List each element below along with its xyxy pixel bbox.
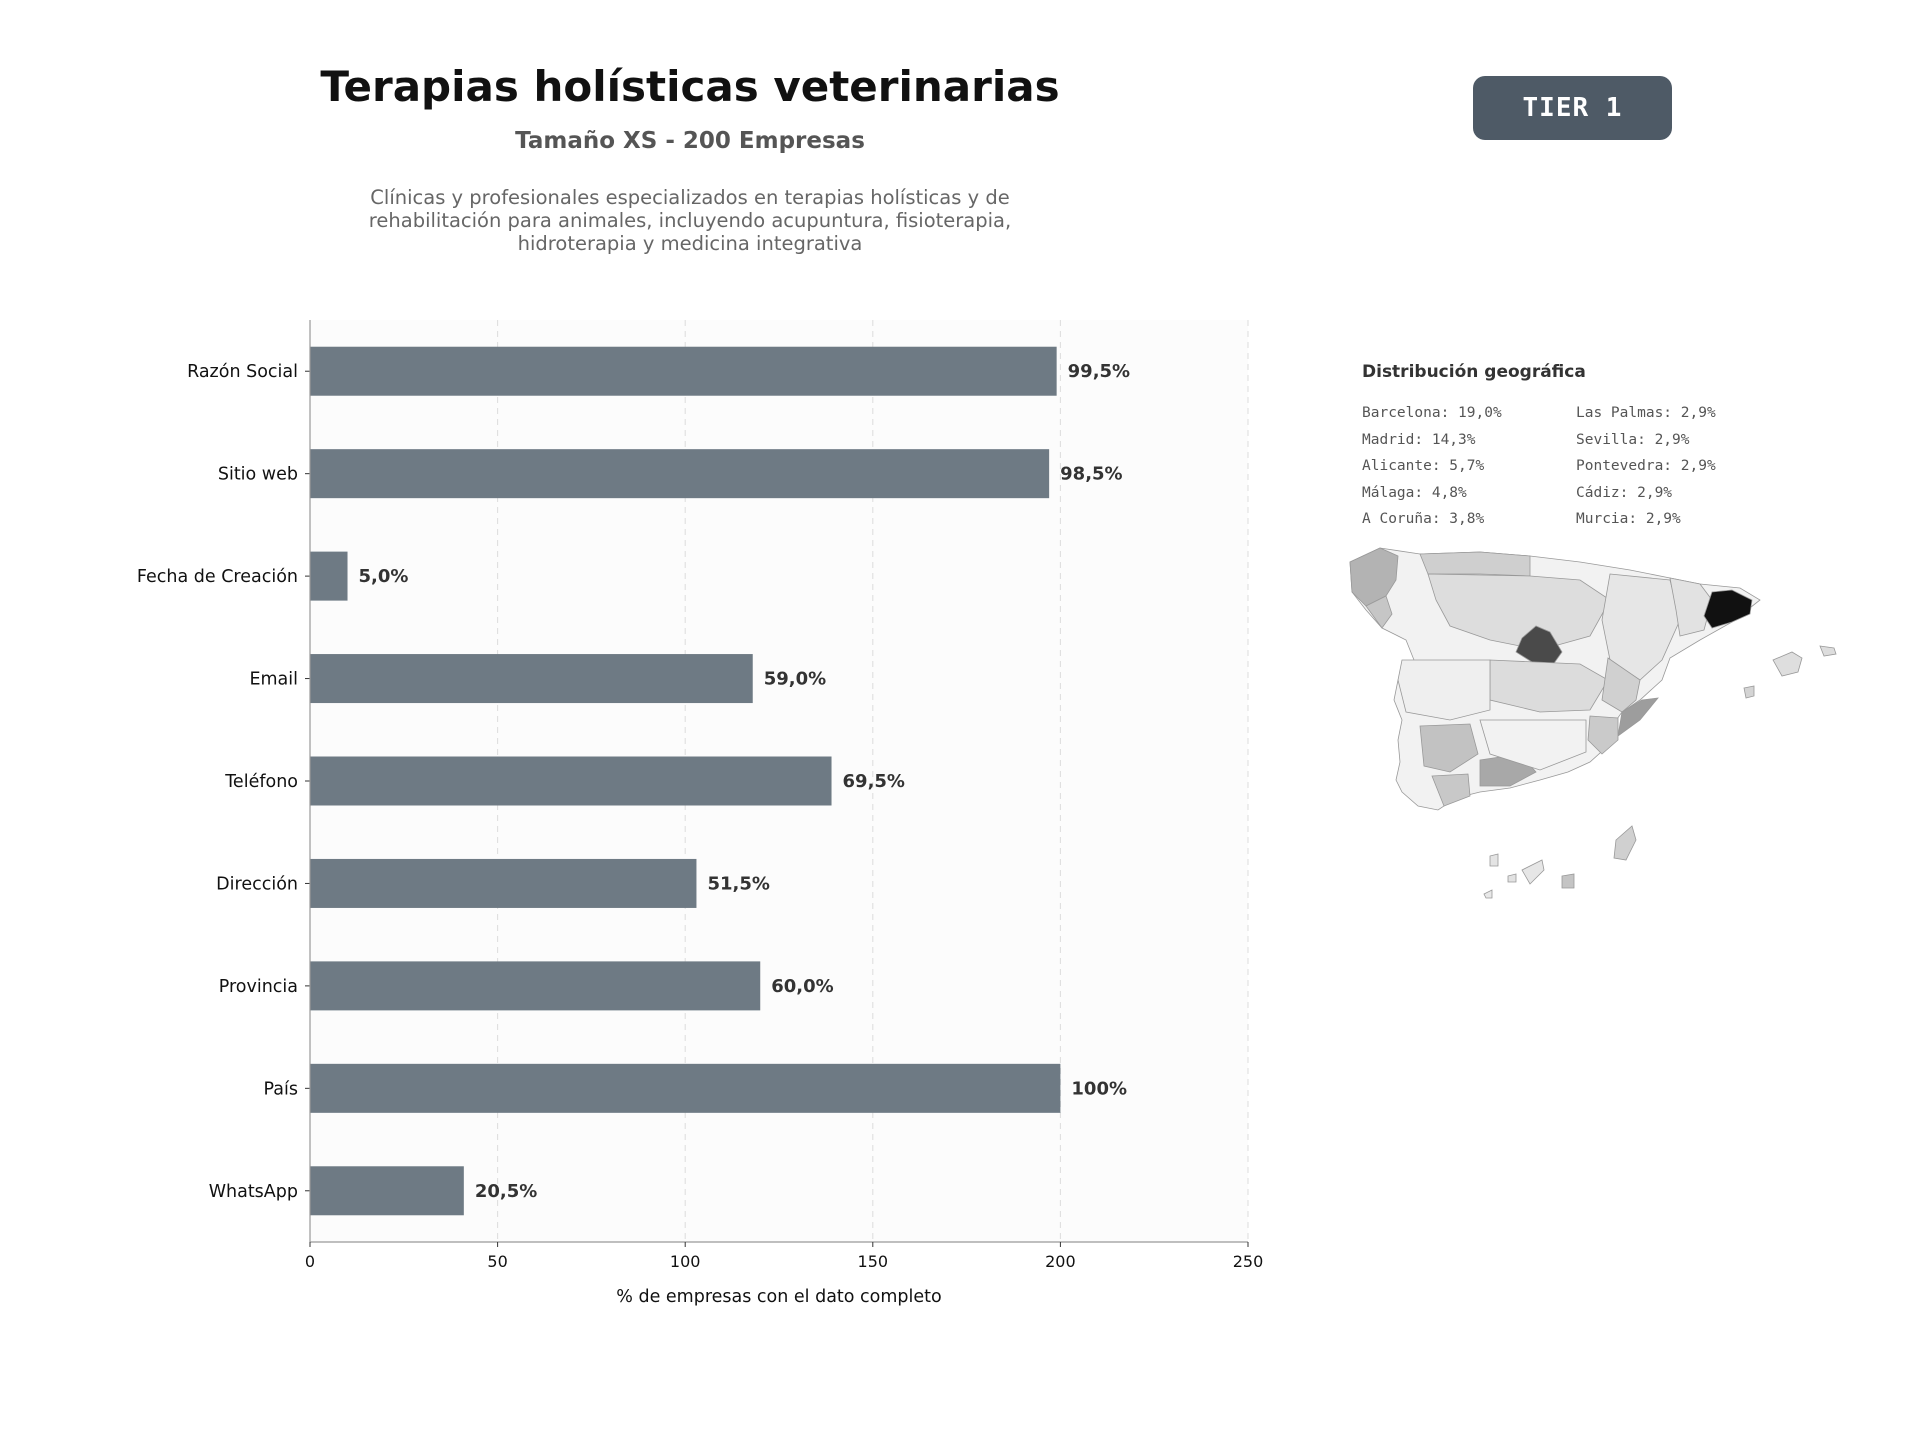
bar-value-label: 51,5% [707,873,769,894]
geo-list-col1: Barcelona: 19,0% Madrid: 14,3% Alicante:… [1362,400,1502,533]
y-tick-label: WhatsApp [209,1182,298,1202]
bar [310,858,697,908]
bar [310,1166,464,1216]
bar [310,961,761,1011]
geo-item: Las Palmas: 2,9% [1576,405,1716,421]
y-tick-label: Provincia [219,977,298,997]
map-galicia [1349,547,1399,607]
map-gran-canaria [1561,873,1575,889]
geo-item: Alicante: 5,7% [1362,458,1485,474]
bar [310,551,348,601]
tier-badge: TIER 1 [1473,76,1672,140]
geo-item: Cádiz: 2,9% [1576,484,1673,501]
map-extremadura [1397,659,1491,721]
geo-item: Pontevedra: 2,9% [1576,458,1716,474]
map-andalusia-east [1479,719,1587,771]
y-tick-label: Sitio web [218,465,298,485]
geo-item: Murcia: 2,9% [1576,511,1681,527]
x-tick-label: 200 [1045,1252,1076,1271]
map-barcelona [1703,589,1753,629]
map-el-hierro [1483,889,1493,899]
bar-value-label: 60,0% [771,976,833,997]
chart-description: Clínicas y profesionales especializados … [368,186,1012,255]
map-pontevedra [1365,595,1393,629]
map-la-gomera [1507,873,1517,883]
x-axis-label: % de empresas con el dato completo [616,1287,941,1307]
map-cadiz [1431,773,1471,807]
geo-item: Barcelona: 19,0% [1362,405,1502,421]
y-tick-label: Fecha de Creación [137,567,298,587]
y-tick-label: País [264,1079,298,1099]
map-north [1419,551,1531,577]
bar-value-label: 98,5% [1060,464,1122,485]
map-catalonia [1669,577,1713,637]
bar-value-label: 5,0% [359,566,409,587]
bar-value-label: 20,5% [475,1181,537,1202]
map-tenerife [1521,859,1545,885]
y-tick-label: Teléfono [224,772,298,792]
bar [310,346,1057,396]
map-menorca [1819,645,1837,657]
geo-item: A Coruña: 3,8% [1362,511,1485,527]
bar [310,1063,1061,1113]
map-alicante [1617,697,1659,737]
y-tick-label: Dirección [216,874,298,894]
map-la-palma [1489,853,1499,867]
bar [310,654,753,704]
bar-value-label: 59,0% [764,669,826,690]
bar-value-label: 69,5% [843,771,905,792]
map-castilla [1427,573,1611,651]
x-tick-label: 0 [305,1252,315,1271]
y-tick-label: Razón Social [187,362,298,382]
geo-item: Málaga: 4,8% [1362,484,1467,501]
map-mallorca [1772,651,1803,677]
geo-item: Madrid: 14,3% [1362,431,1476,448]
x-tick-label: 100 [670,1252,701,1271]
map-ibiza [1743,685,1755,699]
geo-list-col2: Las Palmas: 2,9% Sevilla: 2,9% Pontevedr… [1576,400,1716,533]
map-madrid [1515,625,1563,667]
x-tick-label: 150 [858,1252,889,1271]
bar [310,449,1050,499]
geo-title: Distribución geográfica [1362,362,1586,382]
bar [310,756,832,806]
map-valencia [1601,657,1641,713]
bar-value-label: 100% [1071,1078,1127,1099]
chart-title: Terapias holísticas veterinarias [320,62,1060,111]
geo-item: Sevilla: 2,9% [1576,431,1690,448]
spain-choropleth-map [1349,547,1837,899]
map-murcia [1587,715,1619,755]
map-sevilla [1419,723,1479,773]
bar-value-label: 99,5% [1068,361,1130,382]
y-tick-label: Email [249,670,298,690]
x-tick-label: 250 [1233,1252,1264,1271]
x-tick-label: 50 [487,1252,507,1271]
map-canary-east [1613,825,1637,861]
chart-subtitle: Tamaño XS - 200 Empresas [515,128,865,154]
